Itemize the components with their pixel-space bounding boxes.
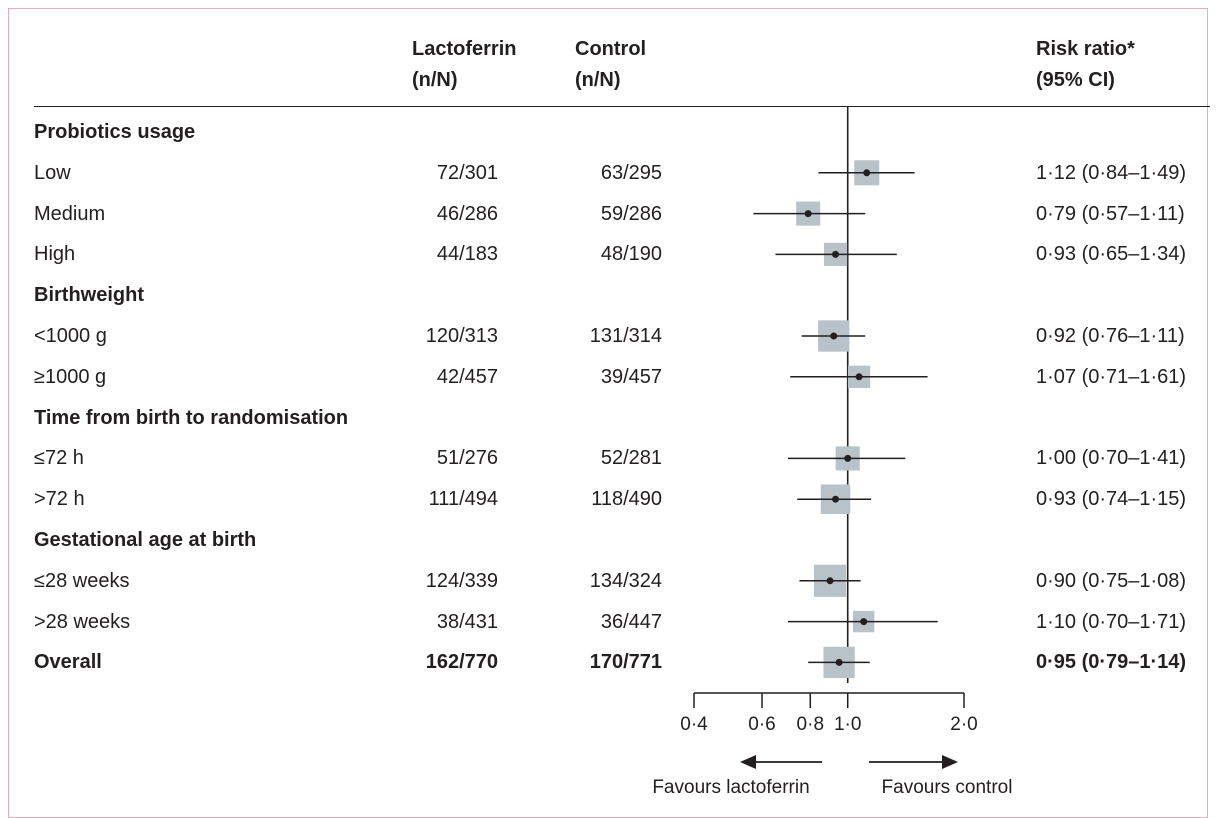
lactoferrin-count: 111/494	[428, 488, 498, 511]
lactoferrin-count: 42/457	[436, 365, 498, 388]
group-label: Birthweight	[34, 284, 144, 307]
group-label: Probiotics usage	[34, 121, 196, 143]
point-estimate	[863, 169, 871, 177]
risk-ratio-value: 0·92 (0·76–1·11)	[1036, 325, 1185, 347]
control-count: 52/281	[600, 447, 662, 470]
control-count: 170/771	[589, 651, 662, 674]
risk-ratio-value: 0·93 (0·65–1·34)	[1036, 243, 1187, 266]
control-count: 59/286	[600, 202, 662, 225]
row-label: ≤72 h	[34, 447, 84, 470]
x-tick-label: 0·4	[680, 714, 708, 735]
point-estimate	[830, 332, 838, 340]
table-row: <1000 g 120/313 131/314 0·92 (0·76–1·11)	[0, 316, 1219, 356]
row-label: Low	[34, 161, 71, 184]
header-rule	[34, 106, 1210, 107]
lactoferrin-count: 44/183	[436, 243, 498, 266]
lactoferrin-count: 162/770	[425, 651, 498, 674]
row-label: >72 h	[34, 488, 85, 511]
header-control: Control (n/N)	[575, 38, 647, 91]
favours-right-arrowhead	[942, 755, 958, 769]
point-estimate	[855, 373, 863, 381]
group-heading-row: Time from birth to randomisation	[0, 398, 1219, 438]
risk-ratio-value: 0·90 (0·75–1·08)	[1036, 569, 1187, 592]
risk-ratio-value: 1·07 (0·71–1·61)	[1036, 365, 1187, 388]
favours-left-label: Favours lactoferrin	[652, 777, 809, 798]
table-row: High 44/183 48/190 0·93 (0·65–1·34)	[0, 234, 1219, 274]
favours-left-arrowhead	[740, 755, 756, 769]
lactoferrin-count: 46/286	[436, 202, 498, 225]
control-count: 48/190	[600, 243, 662, 266]
table-row: ≤72 h 51/276 52/281 1·00 (0·70–1·41)	[0, 438, 1219, 478]
row-label: Medium	[34, 202, 106, 225]
point-estimate	[832, 250, 840, 258]
risk-ratio-value: 1·10 (0·70–1·71)	[1036, 610, 1187, 633]
x-tick-label: 0·8	[797, 714, 824, 735]
table-row: ≥1000 g 42/457 39/457 1·07 (0·71–1·61)	[0, 357, 1219, 397]
x-tick-label: 2·0	[950, 714, 977, 735]
control-count: 39/457	[600, 365, 662, 388]
point-estimate	[844, 454, 852, 462]
table-row: ≤28 weeks 124/339 134/324 0·90 (0·75–1·08)	[0, 561, 1219, 601]
group-label: Gestational age at birth	[34, 529, 257, 551]
table-row: Medium 46/286 59/286 0·79 (0·57–1·11)	[0, 194, 1219, 234]
header-risk-ratio: Risk ratio* (95% CI)	[1036, 38, 1135, 91]
x-tick-label: 1·0	[834, 714, 861, 735]
row-label: Overall	[34, 651, 102, 674]
table-row: Low 72/301 63/295 1·12 (0·84–1·49)	[0, 153, 1219, 193]
row-label: ≥1000 g	[34, 365, 107, 388]
row-label: <1000 g	[34, 325, 107, 347]
overall-row: Overall 162/770 170/771 0·95 (0·79–1·14)	[0, 642, 1219, 682]
control-count: 63/295	[600, 161, 662, 184]
control-count: 36/447	[600, 610, 662, 633]
point-estimate	[832, 495, 840, 503]
risk-ratio-value: 0·95 (0·79–1·14)	[1036, 651, 1187, 674]
risk-ratio-value: 1·00 (0·70–1·41)	[1036, 447, 1187, 470]
row-label: High	[34, 243, 76, 266]
risk-ratio-value: 0·93 (0·74–1·15)	[1036, 488, 1187, 511]
point-estimate	[835, 658, 843, 666]
risk-ratio-value: 1·12 (0·84–1·49)	[1036, 161, 1187, 184]
risk-ratio-value: 0·79 (0·57–1·11)	[1036, 202, 1185, 225]
table-row: >28 weeks 38/431 36/447 1·10 (0·70–1·71)	[0, 602, 1219, 642]
point-estimate	[804, 210, 812, 218]
x-tick-label: 0·6	[748, 714, 775, 735]
point-estimate	[860, 618, 868, 626]
lactoferrin-count: 38/431	[436, 610, 498, 633]
table-row: >72 h 111/494 118/490 0·93 (0·74–1·15)	[0, 479, 1219, 519]
control-count: 131/314	[589, 325, 662, 347]
row-label: ≤28 weeks	[34, 569, 130, 592]
control-count: 134/324	[589, 569, 662, 592]
favours-right-label: Favours control	[882, 777, 1013, 798]
row-label: >28 weeks	[34, 610, 131, 633]
lactoferrin-count: 51/276	[436, 447, 498, 470]
group-label: Time from birth to randomisation	[34, 406, 349, 429]
lactoferrin-count: 120/313	[425, 325, 498, 347]
point-estimate	[826, 577, 834, 585]
lactoferrin-count: 72/301	[436, 161, 498, 184]
header-lactoferrin: Lactoferrin (n/N)	[412, 38, 517, 91]
group-heading-row: Probiotics usage	[0, 112, 1219, 152]
group-heading-row: Gestational age at birth	[0, 520, 1219, 560]
group-heading-row: Birthweight	[0, 275, 1219, 315]
control-count: 118/490	[591, 488, 662, 511]
lactoferrin-count: 124/339	[425, 569, 498, 592]
